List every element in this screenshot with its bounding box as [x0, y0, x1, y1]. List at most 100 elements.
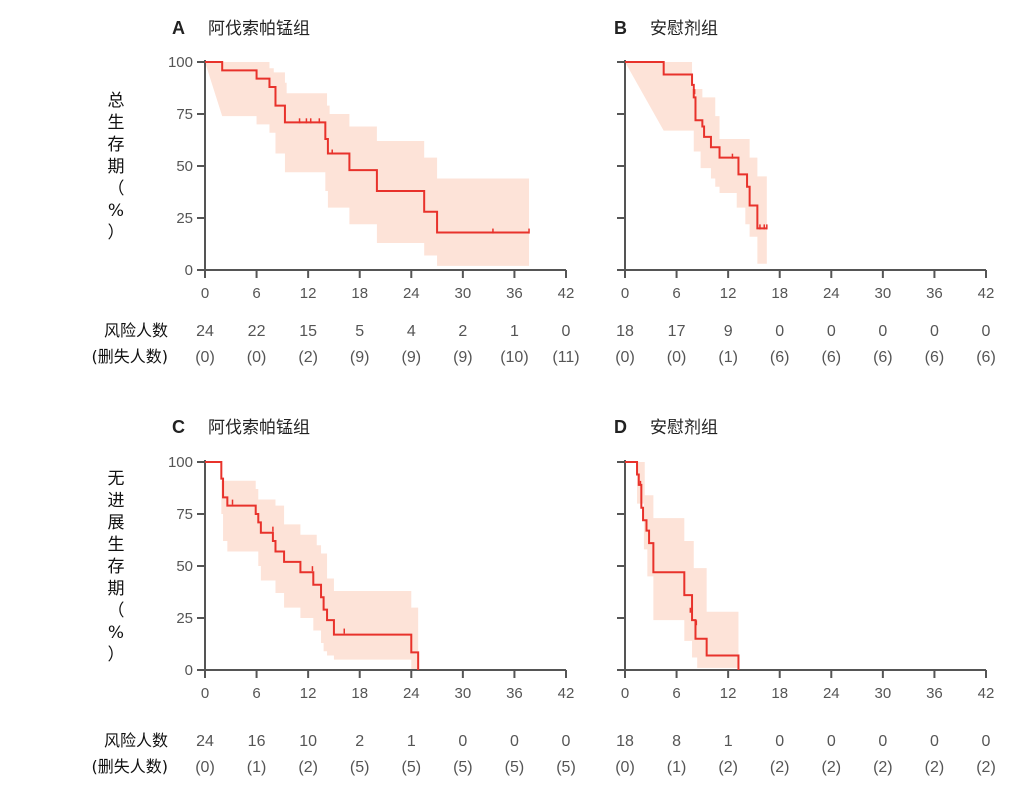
- at-risk-number-A: 2: [458, 323, 467, 340]
- censored-number-D: (0): [615, 759, 635, 776]
- x-tick-label-C: 24: [403, 685, 420, 702]
- censored-number-A: (9): [402, 349, 422, 366]
- at-risk-number-A: 22: [248, 323, 266, 340]
- x-tick-label-B: 18: [771, 285, 788, 302]
- x-tick-label-A: 0: [201, 285, 209, 302]
- x-tick-label-B: 24: [823, 285, 840, 302]
- x-tick-label-C: 12: [300, 685, 317, 702]
- censored-label: (删失人数): [92, 757, 169, 776]
- censored-number-B: (6): [822, 349, 842, 366]
- x-tick-label-C: 42: [558, 685, 575, 702]
- censored-label: (删失人数): [92, 347, 169, 366]
- at-risk-number-B: 9: [724, 323, 733, 340]
- ci-band-B: [625, 62, 767, 264]
- x-tick-label-B: 36: [926, 285, 943, 302]
- x-tick-label-D: 36: [926, 685, 943, 702]
- panel-title-A: 阿伐索帕锰组: [208, 19, 310, 39]
- panel-letter-D: D: [614, 417, 627, 437]
- panel-letter-A: A: [172, 18, 185, 38]
- at-risk-number-A: 4: [407, 323, 416, 340]
- censored-number-C: (5): [505, 759, 525, 776]
- at-risk-number-D: 18: [616, 733, 634, 750]
- x-tick-label-D: 18: [771, 685, 788, 702]
- at-risk-number-C: 1: [407, 733, 416, 750]
- censored-number-D: (2): [718, 759, 738, 776]
- at-risk-number-B: 0: [982, 323, 991, 340]
- panel-title-B: 安慰剂组: [650, 19, 718, 39]
- panel-title-C: 阿伐索帕锰组: [208, 418, 310, 438]
- x-tick-label-B: 42: [978, 285, 995, 302]
- x-tick-label-B: 30: [875, 285, 892, 302]
- y-axis-label-C: 无进展生存期（%）: [108, 469, 125, 665]
- x-tick-label-C: 36: [506, 685, 523, 702]
- y-tick-label-C: 75: [176, 506, 193, 523]
- censored-number-D: (1): [667, 759, 687, 776]
- panel-letter-B: B: [614, 18, 627, 38]
- censored-number-A: (0): [195, 349, 215, 366]
- x-tick-label-D: 0: [621, 685, 629, 702]
- km-curve-D: [625, 461, 740, 670]
- at-risk-number-D: 0: [982, 733, 991, 750]
- censored-number-C: (0): [195, 759, 215, 776]
- censored-number-A: (9): [453, 349, 473, 366]
- censored-number-A: (10): [500, 349, 528, 366]
- y-tick-label-A: 50: [176, 158, 193, 175]
- x-tick-label-B: 6: [672, 285, 680, 302]
- y-axis-label-A: 总生存期（%）: [108, 91, 125, 243]
- at-risk-number-C: 2: [355, 733, 364, 750]
- censored-number-C: (5): [453, 759, 473, 776]
- at-risk-number-C: 24: [196, 733, 214, 750]
- ci-band-C: [221, 480, 419, 670]
- censored-number-A: (11): [552, 349, 579, 366]
- km-curve-B: [625, 61, 767, 230]
- x-tick-label-C: 6: [252, 685, 260, 702]
- censored-number-A: (9): [350, 349, 370, 366]
- censored-number-A: (0): [247, 349, 267, 366]
- at-risk-number-A: 15: [299, 323, 317, 340]
- x-tick-label-A: 6: [252, 285, 260, 302]
- censored-number-D: (2): [925, 759, 945, 776]
- censored-number-D: (2): [822, 759, 842, 776]
- ci-band-D: [637, 462, 739, 668]
- censored-number-B: (1): [718, 349, 738, 366]
- censored-number-B: (6): [976, 349, 996, 366]
- y-tick-label-C: 0: [185, 662, 193, 679]
- ci-band-A: [205, 62, 530, 266]
- at-risk-number-C: 10: [299, 733, 317, 750]
- y-tick-label-C: 100: [168, 454, 193, 471]
- x-tick-label-B: 12: [720, 285, 737, 302]
- censored-number-C: (1): [247, 759, 267, 776]
- x-tick-label-C: 0: [201, 685, 209, 702]
- at-risk-label: 风险人数: [104, 731, 168, 750]
- at-risk-number-D: 1: [724, 733, 733, 750]
- x-tick-label-A: 24: [403, 285, 420, 302]
- x-tick-label-A: 36: [506, 285, 523, 302]
- x-tick-label-C: 30: [455, 685, 472, 702]
- y-tick-label-A: 100: [168, 54, 193, 71]
- at-risk-number-D: 0: [827, 733, 836, 750]
- x-tick-label-A: 30: [455, 285, 472, 302]
- at-risk-number-D: 0: [930, 733, 939, 750]
- at-risk-number-C: 0: [562, 733, 571, 750]
- x-tick-label-D: 30: [875, 685, 892, 702]
- y-tick-label-C: 50: [176, 558, 193, 575]
- x-tick-label-A: 18: [351, 285, 368, 302]
- censored-number-A: (2): [298, 349, 318, 366]
- y-tick-label-A: 75: [176, 106, 193, 123]
- censored-number-B: (6): [873, 349, 893, 366]
- censored-number-D: (2): [770, 759, 790, 776]
- x-tick-label-A: 12: [300, 285, 317, 302]
- x-tick-label-D: 12: [720, 685, 737, 702]
- censored-number-D: (2): [976, 759, 996, 776]
- at-risk-number-B: 0: [775, 323, 784, 340]
- x-tick-label-A: 42: [558, 285, 575, 302]
- censored-number-C: (5): [556, 759, 576, 776]
- censored-number-B: (0): [615, 349, 635, 366]
- at-risk-number-B: 0: [827, 323, 836, 340]
- censored-number-D: (2): [873, 759, 893, 776]
- at-risk-number-B: 0: [878, 323, 887, 340]
- at-risk-number-C: 0: [510, 733, 519, 750]
- at-risk-number-C: 0: [458, 733, 467, 750]
- x-tick-label-D: 24: [823, 685, 840, 702]
